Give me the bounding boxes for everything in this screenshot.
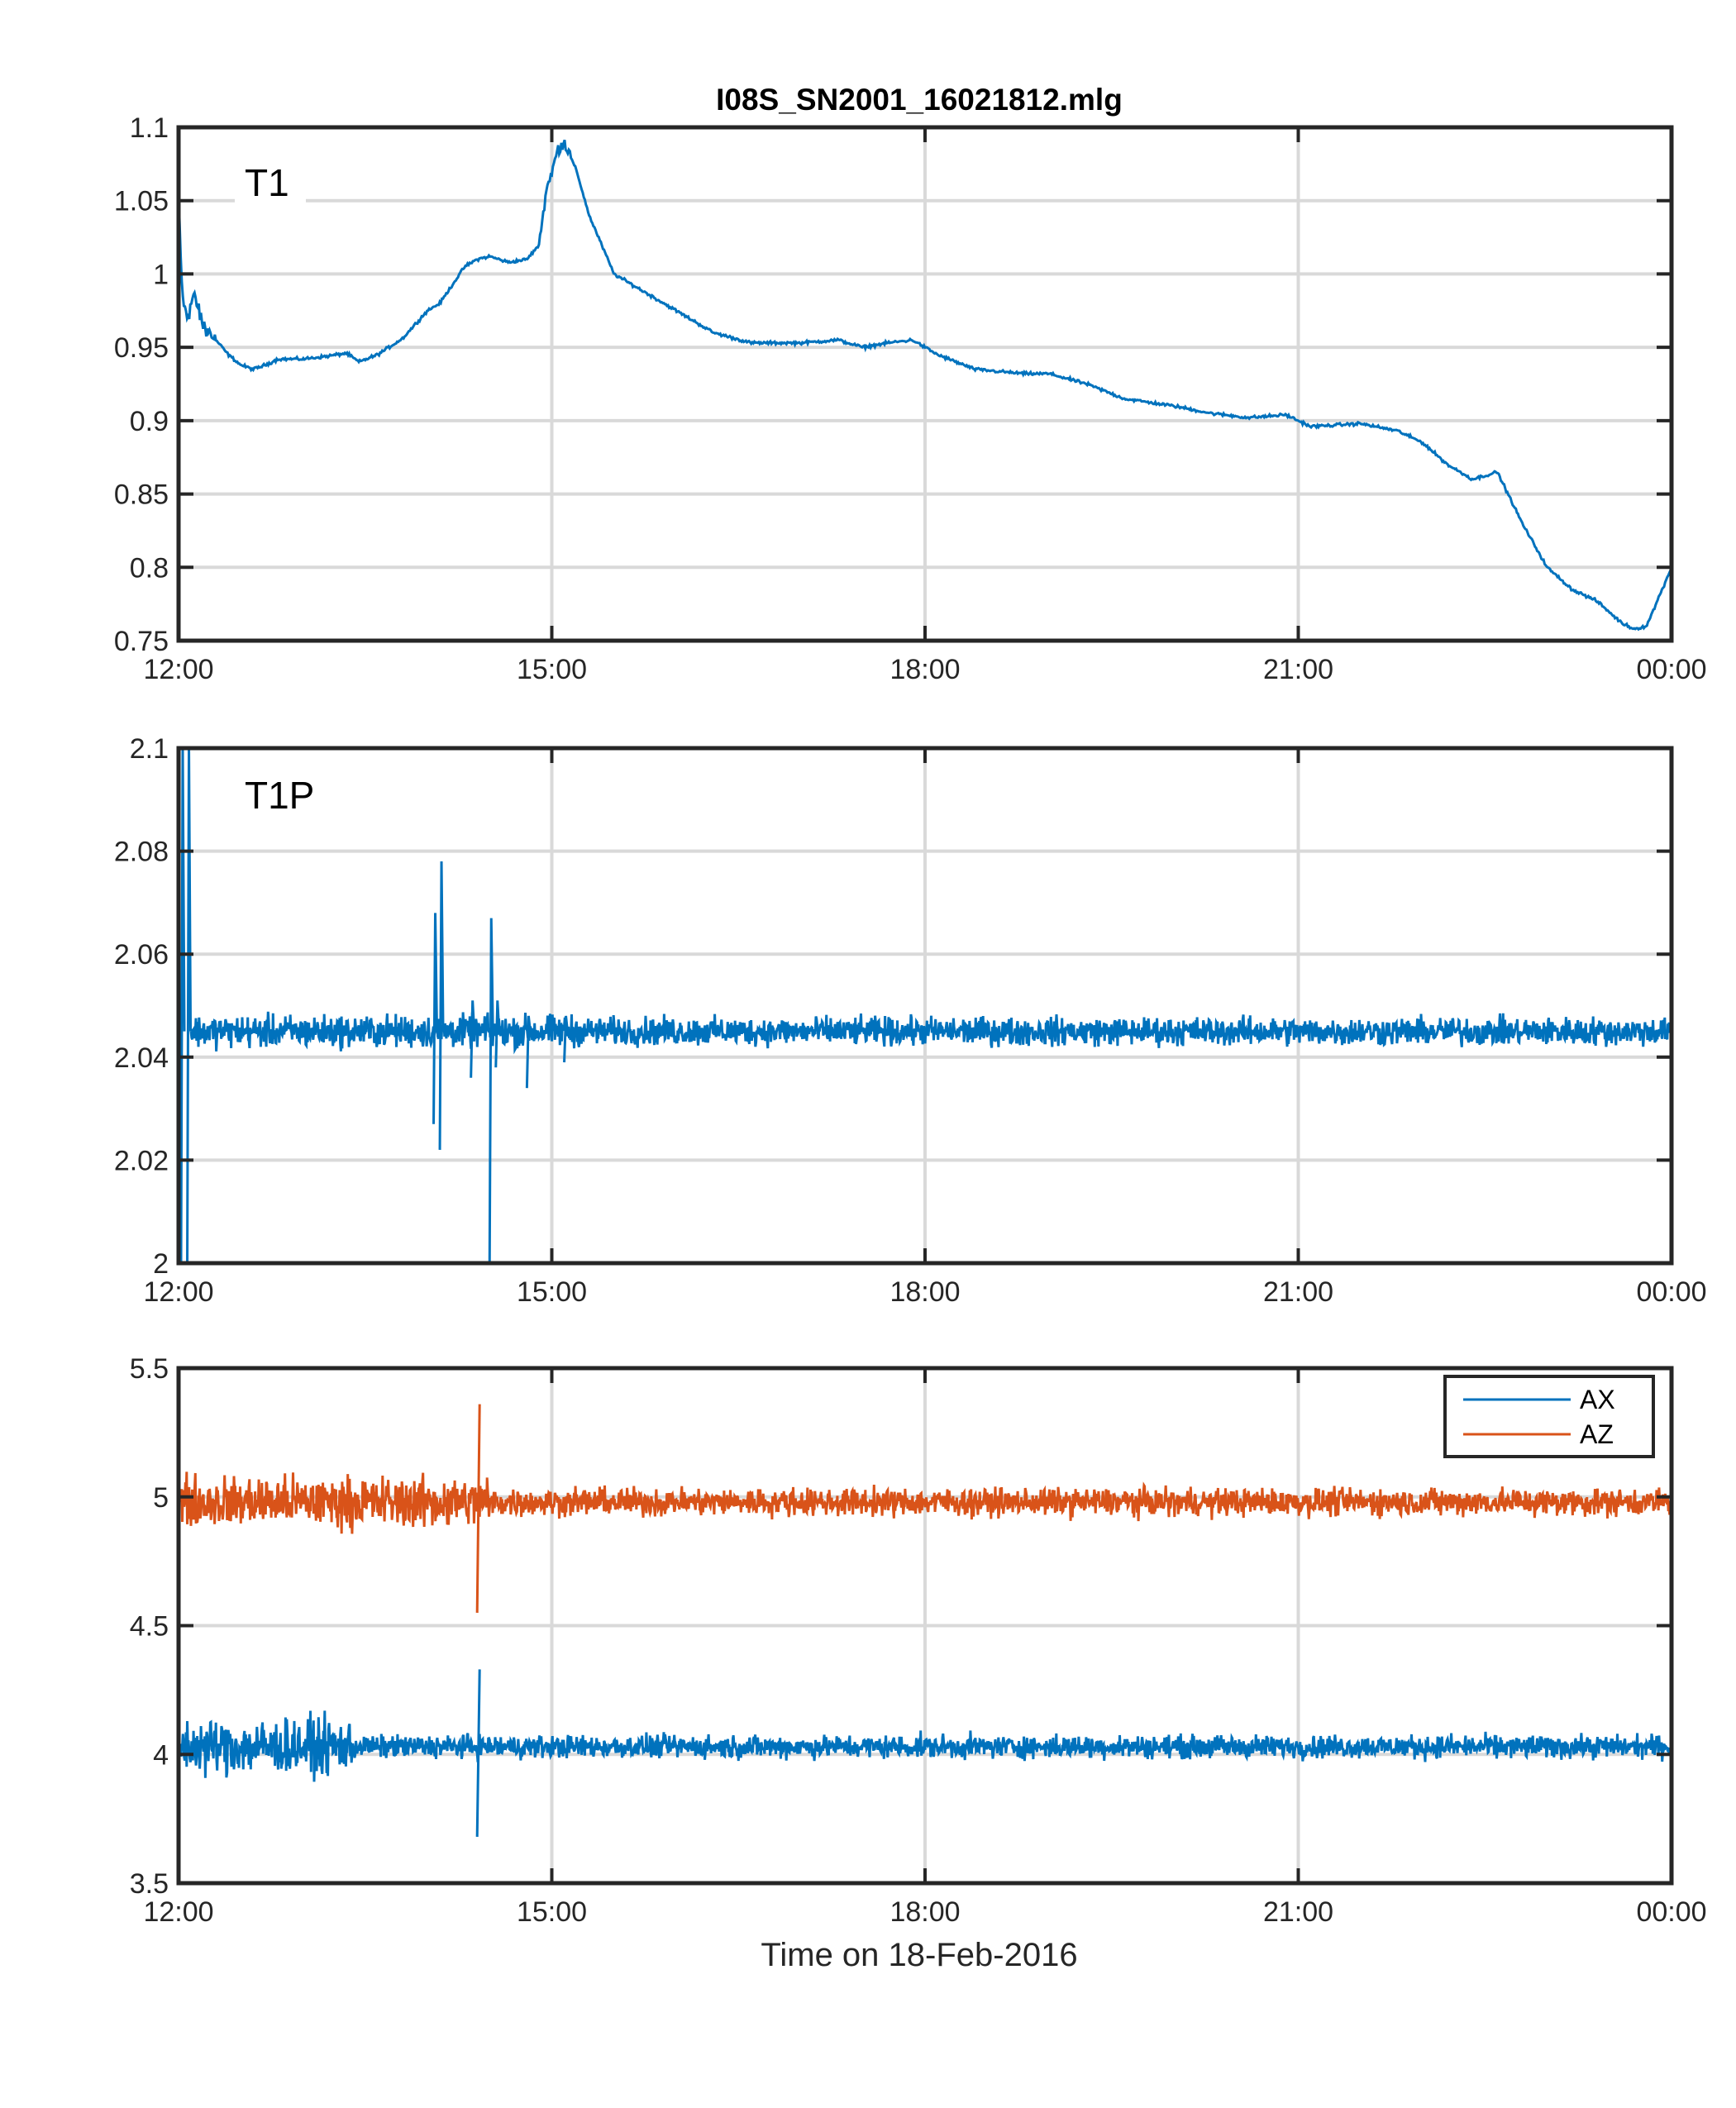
x-tick-label: 21:00 xyxy=(1263,1896,1333,1928)
panel-label-background xyxy=(235,774,331,820)
axes-box xyxy=(176,746,1674,1266)
spike-mark xyxy=(470,1000,476,1078)
x-tick-label: 15:00 xyxy=(517,654,587,685)
y-tick-label: 2.06 xyxy=(114,939,169,971)
y-tick-label: 0.75 xyxy=(114,626,169,657)
spike-mark xyxy=(475,1404,481,1613)
plot-area xyxy=(179,1404,1672,1837)
y-tick-label: 5 xyxy=(153,1482,169,1514)
x-tick-label: 00:00 xyxy=(1636,1276,1706,1308)
x-tick-label: 15:00 xyxy=(517,1896,587,1928)
y-tick-label: 2.1 xyxy=(130,733,169,765)
legend-label-az: AZ xyxy=(1580,1419,1614,1449)
x-tick-label: 18:00 xyxy=(889,1276,960,1308)
spike-mark xyxy=(432,913,439,1124)
spike-mark xyxy=(494,1000,501,1068)
panel-label: T1P xyxy=(245,774,314,817)
axes-box xyxy=(176,1366,1674,1886)
plot-area xyxy=(179,748,1672,1263)
x-tick-label: 00:00 xyxy=(1636,1896,1706,1928)
chart-title: I08S_SN2001_16021812.mlg xyxy=(716,83,1123,117)
panel-label: T1 xyxy=(245,161,289,204)
y-tick-label: 2.02 xyxy=(114,1145,169,1176)
y-tick-label: 1.05 xyxy=(114,186,169,217)
spike-mark xyxy=(475,1669,481,1837)
plot-area xyxy=(179,139,1672,632)
legend-box xyxy=(1443,1375,1655,1458)
spike-mark xyxy=(488,918,494,1263)
x-tick-label: 21:00 xyxy=(1263,654,1333,685)
y-tick-label: 4 xyxy=(153,1739,169,1771)
y-tick-label: 2 xyxy=(153,1248,169,1280)
y-tick-label: 0.95 xyxy=(114,332,169,364)
y-tick-label: 1.1 xyxy=(130,112,169,144)
y-tick-label: 3.5 xyxy=(130,1868,169,1900)
x-tick-label: 12:00 xyxy=(143,1896,213,1928)
panel-t1: 0.75 0.8 0.85 0.9 0.95 1 1.05 1.1 12:00 15:00 18:0… xyxy=(114,112,1707,685)
x-tick-label: 15:00 xyxy=(517,1276,587,1308)
series-line-ax xyxy=(179,1710,1672,1782)
x-tick-label: 12:00 xyxy=(143,654,213,685)
x-tick-label: 00:00 xyxy=(1636,654,1706,685)
legend-label-ax: AX xyxy=(1580,1385,1615,1414)
series-line-t1 xyxy=(179,139,1672,632)
y-tick-label: 0.8 xyxy=(130,552,169,584)
y-tick-label: 0.9 xyxy=(130,406,169,437)
spike-mark xyxy=(438,861,445,1150)
series-line-t1p xyxy=(189,1011,1672,1055)
y-tick-label: 2.04 xyxy=(114,1042,169,1074)
spike-mark xyxy=(563,1015,570,1063)
y-tick-label: 2.08 xyxy=(114,837,169,868)
series-line-az xyxy=(179,1471,1672,1534)
axes-box xyxy=(176,125,1674,643)
spike-mark xyxy=(186,748,193,1263)
panel-t1p: 2 2.02 2.04 2.06 2.08 2.1 12:00 15:00 18:00 21:00… xyxy=(114,733,1707,1308)
y-tick-label: 5.5 xyxy=(130,1353,169,1385)
x-tick-label: 21:00 xyxy=(1263,1276,1333,1308)
panel-ax-az: 3.5 4 4.5 5 5.5 12:00 15:00 18:00 21:00 00:00 AX AZ xyxy=(130,1353,1707,1928)
y-tick-label: 0.85 xyxy=(114,479,169,511)
x-tick-label: 12:00 xyxy=(143,1276,213,1308)
y-tick-label: 1 xyxy=(153,259,169,290)
x-tick-label: 18:00 xyxy=(889,1896,960,1928)
x-axis-label: Time on 18-Feb-2016 xyxy=(761,1937,1077,1973)
spike-mark xyxy=(525,1015,532,1089)
y-tick-label: 4.5 xyxy=(130,1611,169,1643)
spike-mark xyxy=(179,748,186,1263)
panel-label-background xyxy=(235,161,306,207)
legend: AX AZ xyxy=(1443,1375,1655,1458)
x-tick-label: 18:00 xyxy=(889,654,960,685)
